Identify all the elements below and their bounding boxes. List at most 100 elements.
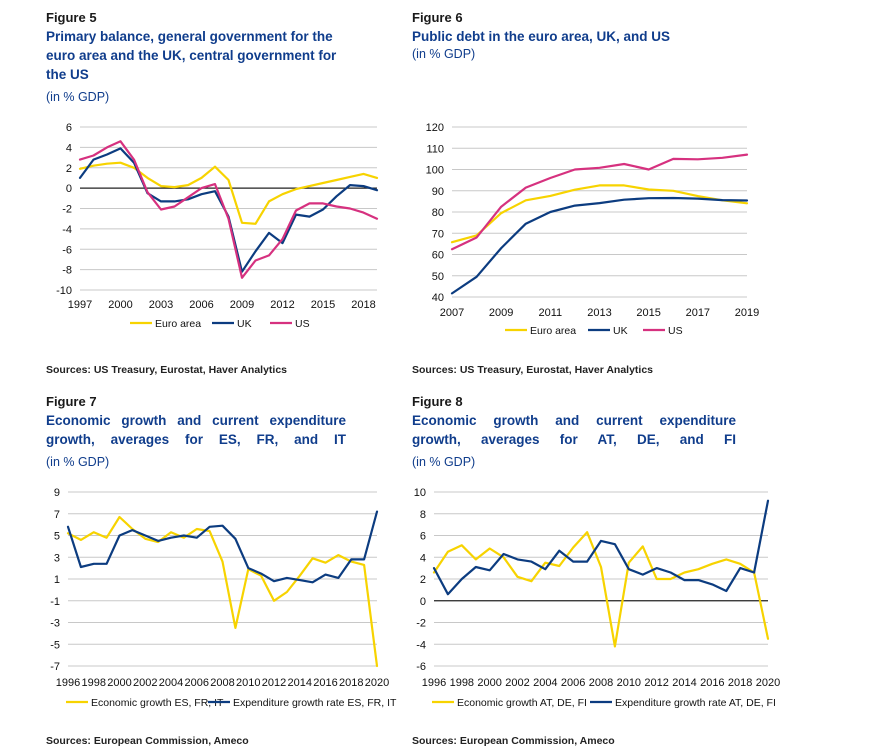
x-tick-label: 2014 [288, 677, 312, 689]
figure-6-title: Public debt in the euro area, UK, and US [412, 27, 742, 46]
y-tick-label: 100 [426, 165, 444, 177]
x-tick-label: 2014 [672, 677, 696, 689]
y-tick-label: 10 [414, 487, 426, 499]
series-line-euro-area [450, 184, 749, 244]
x-tick-label: 2000 [107, 677, 131, 689]
x-tick-label: 2018 [728, 677, 752, 689]
y-tick-label: 7 [54, 509, 60, 521]
figure-6-unit: (in % GDP) [412, 47, 476, 61]
x-tick-label: 2010 [617, 677, 641, 689]
figure-7-label: Figure 7 [46, 394, 97, 409]
y-tick-label: -3 [50, 618, 60, 630]
y-tick-label: -2 [416, 618, 426, 630]
y-tick-label: -1 [50, 596, 60, 608]
y-tick-label: 4 [66, 142, 72, 154]
series-line-us [450, 153, 749, 251]
figure-5-title-line-1: Primary balance, general government for … [46, 29, 333, 44]
y-tick-label: -5 [50, 639, 60, 651]
x-tick-label: 2018 [339, 677, 363, 689]
legend-label: Euro area [530, 325, 576, 337]
x-tick-label: 2016 [700, 677, 724, 689]
figure-7-source: Sources: European Commission, Ameco [46, 735, 249, 747]
y-tick-label: -2 [62, 204, 72, 216]
x-tick-label: 2017 [686, 307, 710, 319]
y-tick-label: -6 [416, 661, 426, 673]
x-tick-label: 2004 [533, 677, 557, 689]
figure-8-title-line-2: growth, averages for AT, DE, and FI [412, 432, 736, 447]
figure-5-source: Sources: US Treasury, Eurostat, Haver An… [46, 364, 288, 376]
y-tick-label: 80 [432, 207, 444, 219]
x-tick-label: 1998 [82, 677, 106, 689]
x-tick-label: 2020 [756, 677, 780, 689]
y-tick-label: 4 [420, 552, 426, 564]
y-tick-label: 40 [432, 292, 444, 304]
x-tick-label: 2015 [636, 307, 660, 319]
series-line-economic-growth-at-de-fi [432, 531, 770, 648]
x-tick-label: 2012 [262, 677, 286, 689]
figure-5-label: Figure 5 [46, 10, 97, 25]
y-tick-label: -8 [62, 265, 72, 277]
y-tick-label: 5 [54, 531, 60, 543]
x-tick-label: 2002 [505, 677, 529, 689]
chart-8: 10 8 6 4 2 0 -2 -4 -6 1996 1998 2000 2002 2004 2006 200… [414, 487, 780, 709]
figure-6-title-line-1: Public debt in the euro area, UK, and US [412, 29, 671, 44]
x-tick-label: 2012 [644, 677, 668, 689]
x-tick-label: 2000 [477, 677, 501, 689]
x-tick-label: 2007 [440, 307, 464, 319]
y-tick-label: 0 [66, 183, 72, 195]
x-tick-label: 2002 [133, 677, 157, 689]
y-tick-label: 6 [420, 531, 426, 543]
x-tick-label: 2009 [230, 299, 254, 311]
figure-6-source: Sources: US Treasury, Eurostat, Haver An… [412, 364, 654, 376]
y-tick-label: 1 [54, 574, 60, 586]
series-line-expenditure-growth-rate-es-fr-it [66, 510, 379, 584]
legend-label: Expenditure growth rate ES, FR, IT [233, 697, 397, 709]
y-tick-label: 9 [54, 487, 60, 499]
x-tick-label: 2003 [149, 299, 173, 311]
series-line-euro-area [78, 161, 379, 225]
legend-label: US [295, 318, 310, 330]
figure-8-source: Sources: European Commission, Ameco [412, 735, 615, 747]
x-tick-label: 1996 [56, 677, 80, 689]
legend-label: Expenditure growth rate AT, DE, FI [615, 697, 776, 709]
series-line-us [78, 140, 379, 279]
x-tick-label: 2012 [270, 299, 294, 311]
legend-label: US [668, 325, 683, 337]
figure-5-title-line-3: the US [46, 67, 89, 82]
y-tick-label: 110 [426, 143, 444, 155]
x-tick-label: 2008 [210, 677, 234, 689]
series-line-uk [78, 147, 379, 273]
series-line-expenditure-growth-rate-at-de-fi [432, 499, 770, 596]
x-tick-label: 2006 [561, 677, 585, 689]
legend-label: Economic growth AT, DE, FI [457, 697, 587, 709]
x-tick-label: 2006 [189, 299, 213, 311]
figure-5-title-line-2: euro area and the UK, central government… [46, 48, 337, 63]
x-tick-label: 2019 [735, 307, 759, 319]
y-tick-label: 120 [426, 122, 444, 134]
x-tick-label: 2015 [311, 299, 335, 311]
figure-8-unit: (in % GDP) [412, 455, 476, 469]
figure-8-label: Figure 8 [412, 394, 463, 409]
chart-6: 120 110 100 90 80 70 60 50 40 2007 2009 2011 2013 201… [426, 122, 760, 337]
figure-7-title: Economic growth and current expenditure … [46, 411, 346, 449]
figure-5-title: Primary balance, general government for … [46, 27, 356, 84]
y-tick-label: 60 [432, 250, 444, 262]
legend-label: UK [237, 318, 252, 330]
y-tick-label: 50 [432, 271, 444, 283]
figure-7-title-line-1: Economic growth and current expenditure [46, 413, 346, 428]
x-tick-label: 2004 [159, 677, 183, 689]
figure-6-label: Figure 6 [412, 10, 463, 25]
chart-5: 6 4 2 0 -2 -4 -6 -8 -10 1997 2000 2003 2006 2009 2012 2… [56, 122, 379, 330]
y-tick-label: -6 [62, 244, 72, 256]
series-line-uk [450, 196, 749, 295]
y-tick-label: 70 [432, 228, 444, 240]
legend-label: UK [613, 325, 628, 337]
legend-label: Economic growth ES, FR, IT [91, 697, 224, 709]
x-tick-label: 2006 [185, 677, 209, 689]
y-tick-label: 90 [432, 186, 444, 198]
chart-7: 9 7 5 3 1 -1 -3 -5 -7 1996 1998 2000 2002 2004 2006 200… [50, 487, 397, 709]
y-tick-label: -7 [50, 661, 60, 673]
x-tick-label: 2020 [365, 677, 389, 689]
y-tick-label: 0 [420, 596, 426, 608]
